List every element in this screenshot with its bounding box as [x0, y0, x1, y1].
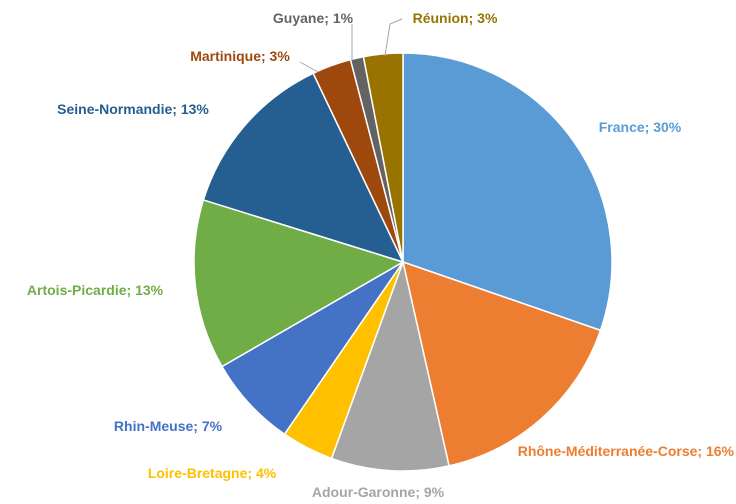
slice — [202, 72, 405, 264]
value-label: 1% — [333, 10, 354, 26]
data-label: Martinique; 3% — [190, 48, 290, 64]
slice — [402, 52, 613, 332]
separator: ; — [697, 443, 706, 459]
category-name: Adour-Garonne — [312, 484, 416, 500]
separator: ; — [415, 484, 424, 500]
data-label: Artois-Picardie; 13% — [27, 282, 164, 298]
data-label: Réunion; 3% — [413, 10, 498, 26]
value-label: 30% — [653, 119, 682, 135]
separator: ; — [324, 10, 333, 26]
leader-line — [384, 18, 403, 57]
category-name: Seine-Normandie — [57, 101, 172, 117]
category-name: Martinique — [190, 48, 261, 64]
separator: ; — [127, 282, 136, 298]
slice — [193, 199, 405, 368]
leader-line — [299, 61, 319, 73]
slice — [401, 260, 602, 467]
separator: ; — [172, 101, 181, 117]
data-label: Seine-Normandie; 13% — [57, 101, 209, 117]
data-label: Guyane; 1% — [273, 10, 354, 26]
slice — [330, 259, 450, 472]
separator: ; — [645, 119, 654, 135]
data-label: Loire-Bretagne; 4% — [148, 465, 277, 481]
value-label: 7% — [202, 418, 223, 434]
value-label: 3% — [270, 48, 291, 64]
category-name: France — [599, 119, 645, 135]
separator: ; — [469, 10, 478, 26]
category-name: Artois-Picardie — [27, 282, 127, 298]
value-label: 16% — [706, 443, 735, 459]
value-label: 13% — [135, 282, 164, 298]
category-name: Rhin-Meuse — [114, 418, 194, 434]
data-label: Rhin-Meuse; 7% — [114, 418, 223, 434]
category-name: Réunion — [413, 10, 469, 26]
separator: ; — [247, 465, 256, 481]
data-label: Adour-Garonne; 9% — [312, 484, 445, 500]
value-label: 9% — [424, 484, 445, 500]
data-label: France; 30% — [599, 119, 682, 135]
slice — [362, 52, 404, 263]
value-label: 4% — [256, 465, 277, 481]
value-label: 3% — [477, 10, 498, 26]
category-name: Rhône-Méditerranée-Corse — [518, 443, 698, 459]
separator: ; — [261, 48, 270, 64]
value-label: 13% — [181, 101, 210, 117]
category-name: Loire-Bretagne — [148, 465, 248, 481]
category-name: Guyane — [273, 10, 325, 26]
separator: ; — [193, 418, 202, 434]
data-label: Rhône-Méditerranée-Corse; 16% — [518, 443, 735, 459]
